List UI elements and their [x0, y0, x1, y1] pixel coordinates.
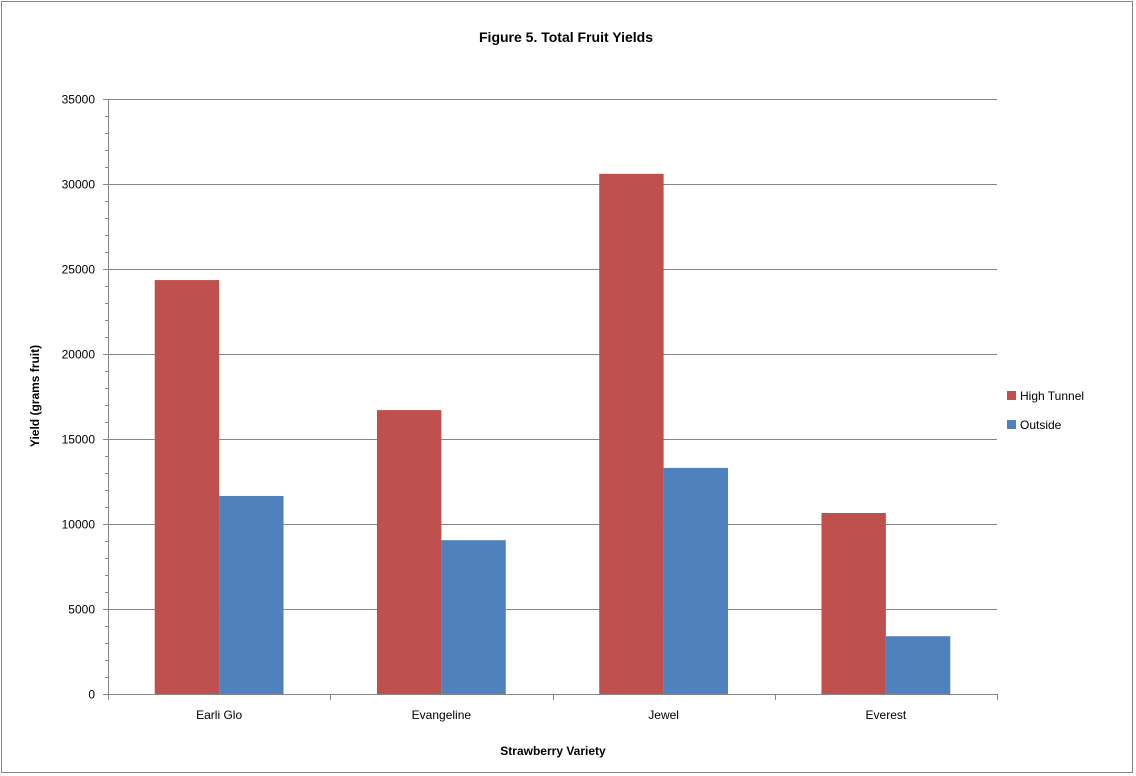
bar-high-tunnel-evangeline: [376, 410, 442, 694]
chart-title: Figure 5. Total Fruit Yields: [479, 29, 653, 45]
y-tick-label: 35000: [62, 93, 96, 107]
axes: [103, 99, 998, 700]
y-tick-labels: 0 5000 10000 15000 20000 25000 30000 35000: [62, 93, 96, 702]
y-tick-label: 20000: [62, 348, 96, 362]
y-tick-label: 15000: [62, 433, 96, 447]
x-tick-labels: Earli Glo Evangeline Jewel Everest: [196, 708, 907, 722]
y-tick-label: 5000: [68, 603, 95, 617]
y-tick-label: 30000: [62, 178, 96, 192]
bar-outside-jewel: [663, 467, 729, 694]
bar-high-tunnel-everest: [821, 512, 886, 694]
bar-outside-everest: [885, 636, 951, 694]
legend-label: Outside: [1020, 418, 1062, 432]
legend-label: High Tunnel: [1020, 389, 1084, 403]
legend-swatch: [1007, 391, 1016, 400]
x-axis-title: Strawberry Variety: [500, 744, 606, 758]
bar-outside-evangeline: [441, 540, 506, 694]
x-tick-label: Jewel: [648, 708, 679, 722]
legend: High Tunnel Outside: [1007, 389, 1084, 432]
bar-high-tunnel-earli-glo: [154, 280, 220, 694]
bar-outside-earli-glo: [219, 495, 284, 694]
bars: [154, 173, 951, 695]
y-tick-label: 0: [88, 688, 95, 702]
x-tick-label: Earli Glo: [196, 708, 242, 722]
bar-high-tunnel-jewel: [599, 173, 664, 695]
y-tick-label: 25000: [62, 263, 96, 277]
x-tick-label: Evangeline: [412, 708, 472, 722]
y-tick-label: 10000: [62, 518, 96, 532]
y-axis-title: Yield (grams fruit): [28, 345, 42, 447]
legend-swatch: [1007, 420, 1016, 429]
x-tick-label: Everest: [866, 708, 907, 722]
